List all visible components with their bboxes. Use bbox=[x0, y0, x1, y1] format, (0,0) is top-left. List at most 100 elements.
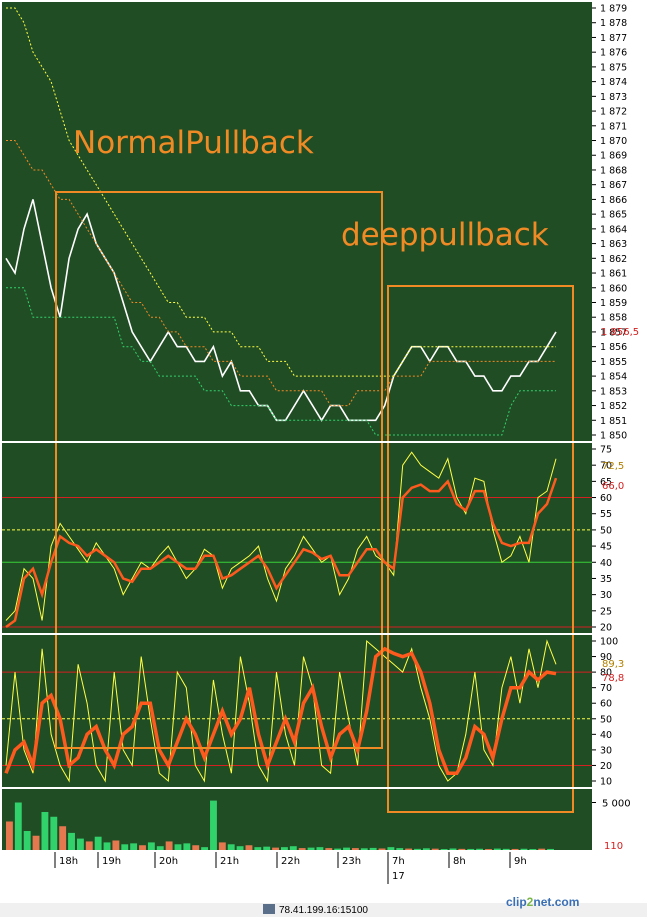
y-tick-label: 1 861 bbox=[600, 269, 627, 280]
volume-bar bbox=[351, 848, 359, 850]
y-tick-label: 55 bbox=[600, 509, 612, 520]
volume-bar bbox=[467, 848, 475, 850]
y-tick-label: 1 855 bbox=[600, 357, 627, 368]
volume-bar bbox=[139, 845, 146, 850]
volume-bar bbox=[59, 826, 67, 850]
series-line-0 bbox=[5, 639, 557, 783]
volume-bar bbox=[32, 835, 40, 850]
volume-bar bbox=[316, 847, 324, 850]
time-label: 19h bbox=[102, 856, 121, 867]
volume-bar bbox=[405, 848, 413, 850]
volume-bar bbox=[130, 843, 138, 850]
y-tick-label: 1 877 bbox=[600, 33, 627, 44]
volume-bar bbox=[378, 848, 386, 850]
panel-separator bbox=[0, 633, 592, 635]
watermark-logo: clip2net.com bbox=[506, 895, 580, 909]
osc2-label-2: 78,8 bbox=[602, 673, 624, 684]
oscillator-2-panel[interactable]: 10 20 30 40 50 60 70 80 90 100 bbox=[2, 635, 618, 788]
osc1-label-1: 72,5 bbox=[602, 461, 624, 472]
y-tick-label: 30 bbox=[600, 590, 612, 601]
y-tick-label: 25 bbox=[600, 606, 612, 617]
volume-bar bbox=[227, 844, 235, 850]
volume-bar bbox=[343, 847, 350, 850]
volume-bar bbox=[414, 848, 421, 850]
y-tick-label: 1 852 bbox=[600, 401, 627, 412]
volume-bar bbox=[254, 847, 262, 850]
series-line-2 bbox=[6, 7, 556, 377]
volume-label: 110 bbox=[604, 841, 623, 852]
volume-bar bbox=[520, 848, 528, 850]
volume-bar bbox=[14, 802, 22, 850]
volume-bar bbox=[369, 847, 377, 850]
volume-bar bbox=[112, 840, 120, 850]
y-tick-label: 1 862 bbox=[600, 254, 627, 265]
y-tick-label: 1 871 bbox=[600, 121, 627, 132]
y-tick-label: 1 879 bbox=[600, 4, 627, 15]
connection-status: 78.41.199.16:15100 bbox=[263, 904, 368, 916]
volume-bar bbox=[76, 838, 84, 850]
y-tick-label: 100 bbox=[600, 637, 618, 648]
time-label: 8h bbox=[453, 856, 466, 867]
y-tick-label: 35 bbox=[600, 574, 612, 585]
y-tick-label: 1 878 bbox=[600, 18, 627, 29]
status-bar: 78.41.199.16:15100 bbox=[0, 903, 647, 917]
normal-pullback-box bbox=[55, 191, 383, 749]
time-label: 22h bbox=[281, 856, 300, 867]
volume-bar bbox=[50, 816, 58, 850]
network-icon bbox=[263, 904, 275, 914]
y-tick-label: 1 870 bbox=[600, 136, 627, 147]
y-tick-label: 1 851 bbox=[600, 416, 627, 427]
y-tick-label: 1 860 bbox=[600, 283, 627, 294]
volume-bar bbox=[547, 848, 554, 850]
volume-bar bbox=[121, 844, 129, 850]
series-line-3 bbox=[6, 287, 556, 436]
volume-panel[interactable]: 5 000 bbox=[2, 789, 631, 850]
series-line-1 bbox=[4, 646, 557, 775]
y-tick-label: 1 872 bbox=[600, 107, 627, 118]
y-tick-label: 1 876 bbox=[600, 48, 627, 59]
y-tick-label: 1 874 bbox=[600, 77, 627, 88]
volume-bar bbox=[307, 847, 315, 850]
volume-bar bbox=[192, 845, 200, 850]
y-tick-label: 30 bbox=[600, 745, 612, 756]
volume-bar bbox=[236, 846, 244, 850]
volume-bar bbox=[218, 842, 226, 850]
volume-bar bbox=[529, 849, 537, 850]
panel-separator bbox=[0, 787, 592, 789]
volume-bar bbox=[210, 800, 217, 850]
y-tick-label: 1 867 bbox=[600, 180, 627, 191]
y-tick-label: 20 bbox=[600, 761, 612, 772]
volume-bar bbox=[201, 847, 209, 850]
y-tick-label: 75 bbox=[600, 445, 612, 456]
y-tick-label: 80 bbox=[600, 668, 612, 679]
y-tick-label: 1 857 bbox=[600, 327, 627, 338]
time-label: 9h bbox=[514, 856, 527, 867]
volume-bar bbox=[334, 848, 342, 850]
volume-bar bbox=[422, 848, 430, 850]
volume-bar bbox=[94, 836, 102, 850]
y-tick-label: 1 854 bbox=[600, 372, 627, 383]
volume-bar bbox=[502, 848, 510, 850]
volume-bar bbox=[41, 812, 49, 850]
volume-bar bbox=[476, 848, 484, 850]
volume-bar bbox=[511, 848, 519, 850]
deep-pullback-box bbox=[387, 285, 574, 813]
plot-background bbox=[2, 443, 592, 633]
oscillator-1-panel[interactable]: 20 25 30 35 40 45 50 55 60 65 70 75 bbox=[2, 443, 612, 634]
y-tick-label: 1 864 bbox=[600, 224, 627, 235]
y-tick-label: 50 bbox=[600, 714, 612, 725]
time-label: 20h bbox=[159, 856, 178, 867]
panel-separator bbox=[0, 441, 592, 443]
price-panel[interactable]: 1 850 1 851 1 852 1 853 1 854 1 855 1 856 1 857… bbox=[2, 2, 627, 442]
volume-bar bbox=[493, 848, 501, 850]
y-tick-label: 1 875 bbox=[600, 62, 627, 73]
volume-bar bbox=[68, 832, 75, 850]
volume-bar bbox=[360, 848, 368, 850]
annotation-deep-pullback: deeppullback bbox=[341, 217, 549, 253]
y-tick-label: 1 863 bbox=[600, 239, 627, 250]
y-tick-label: 65 bbox=[600, 477, 612, 488]
volume-bar bbox=[272, 847, 279, 850]
volume-bar bbox=[396, 848, 404, 850]
y-tick-label: 1 858 bbox=[600, 313, 627, 324]
y-tick-label: 70 bbox=[600, 683, 612, 694]
